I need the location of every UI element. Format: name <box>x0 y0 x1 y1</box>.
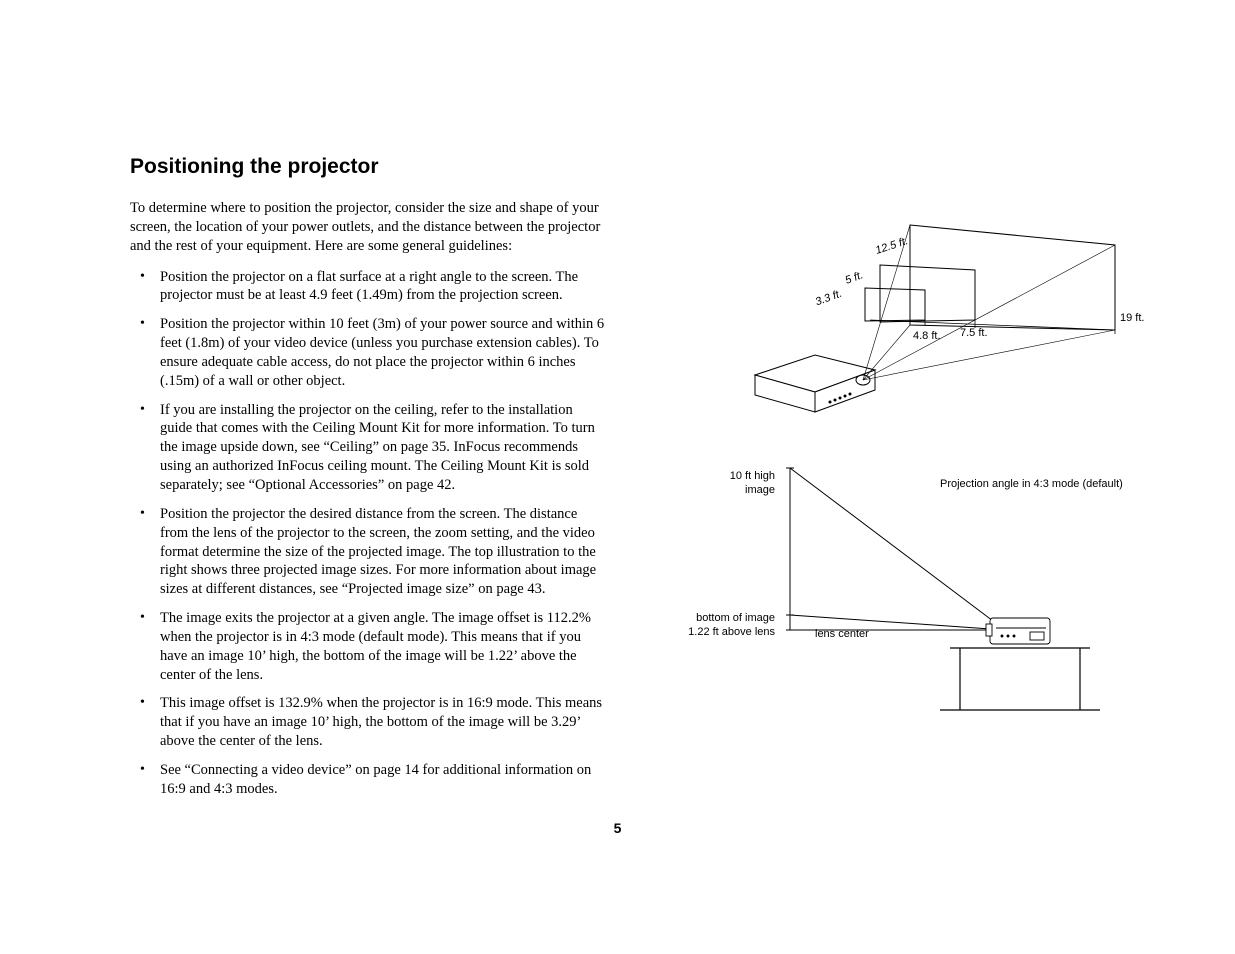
intro-paragraph: To determine where to position the proje… <box>130 199 605 256</box>
list-item: Position the projector on a flat surface… <box>130 268 605 306</box>
list-item: Position the projector within 10 feet (3… <box>130 315 605 390</box>
projection-angle-diagram: 10 ft high image bottom of image 1.22 ft… <box>640 460 1180 720</box>
label-lens-center: lens center <box>815 628 869 640</box>
projection-size-diagram: 4.8 ft. 7.5 ft. 19 ft. 3.3 ft. 5 ft. 12.… <box>745 220 1175 420</box>
list-item: If you are installing the projector on t… <box>130 401 605 495</box>
label-image-height-1: 10 ft high <box>700 470 775 482</box>
page-heading: Positioning the projector <box>130 155 1110 179</box>
page-number: 5 <box>0 820 1235 836</box>
guideline-list: Position the projector on a flat surface… <box>130 268 605 799</box>
distance-label-2: 7.5 ft. <box>960 327 988 339</box>
list-item: This image offset is 132.9% when the pro… <box>130 694 605 751</box>
label-bottom-2: 1.22 ft above lens <box>660 626 775 638</box>
label-image-height-2: image <box>700 484 775 496</box>
label-projection-angle: Projection angle in 4:3 mode (default) <box>940 478 1123 490</box>
distance-label-1: 4.8 ft. <box>913 330 941 342</box>
list-item: The image exits the projector at a given… <box>130 609 605 684</box>
distance-label-3: 19 ft. <box>1120 312 1144 324</box>
list-item: Position the projector the desired dista… <box>130 505 605 599</box>
list-item: See “Connecting a video device” on page … <box>130 761 605 799</box>
label-bottom-1: bottom of image <box>660 612 775 624</box>
